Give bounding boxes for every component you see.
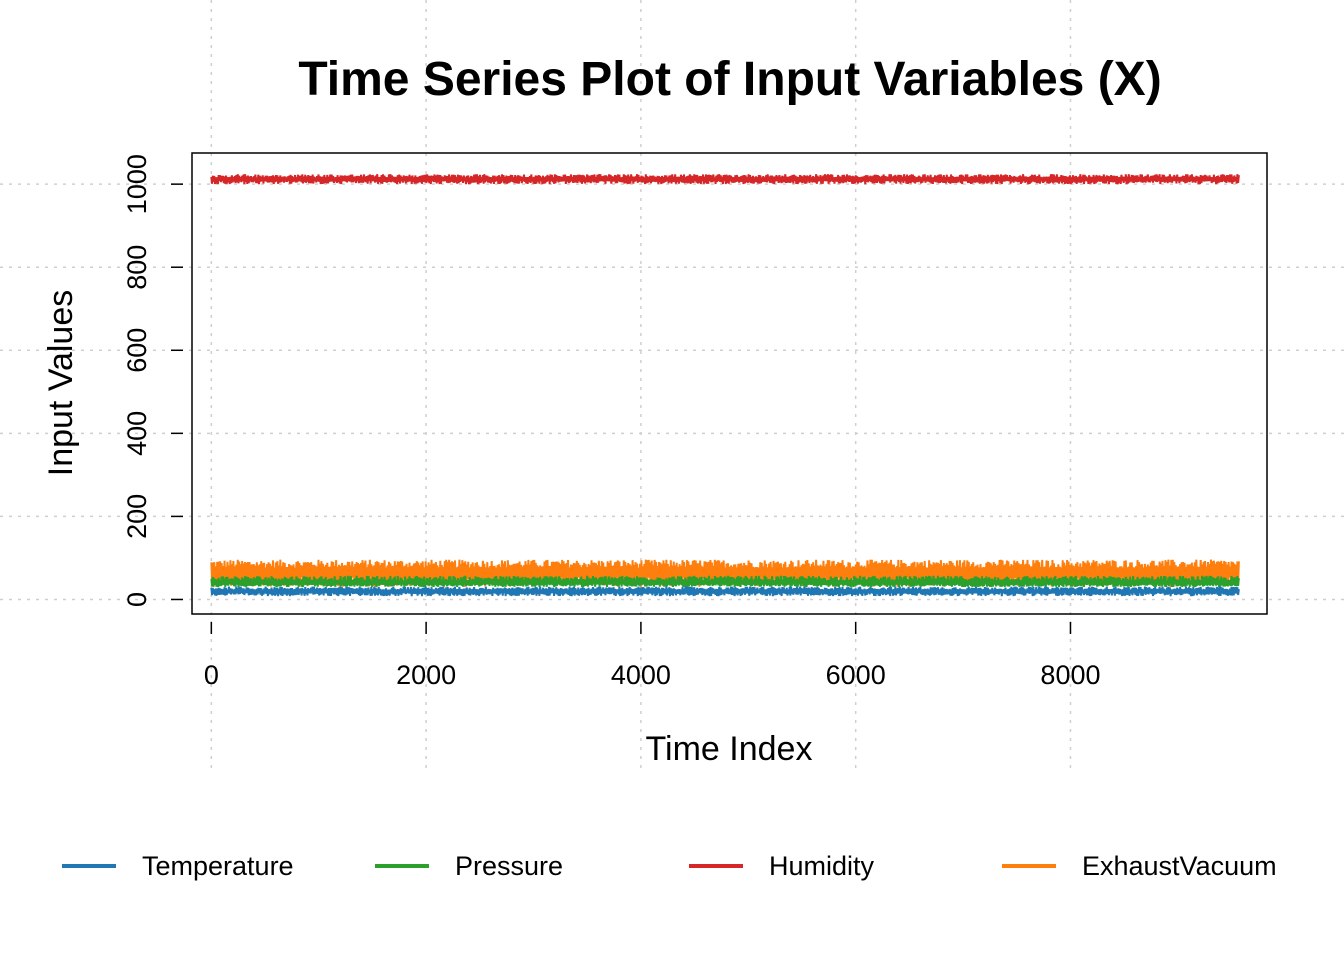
legend-swatch <box>62 864 116 868</box>
legend-label: Temperature <box>142 850 294 881</box>
legend: Temperature Pressure Humidity ExhaustVacuum <box>0 842 1344 890</box>
series-line-exhaustvacuum <box>210 559 1240 588</box>
chart-title: Time Series Plot of Input Variables (X) <box>298 53 1161 106</box>
legend-item-temperature: Temperature <box>62 842 294 890</box>
y-axis-label: Input Values <box>42 290 80 477</box>
x-tick-label: 4000 <box>611 660 671 690</box>
legend-label: Humidity <box>769 850 875 881</box>
y-axis: 0 200 400 600 800 1000 <box>122 154 183 607</box>
y-tick-label: 200 <box>122 494 152 539</box>
legend-swatch <box>689 864 743 868</box>
x-tick-label: 0 <box>204 660 219 690</box>
series-line-humidity <box>210 174 1240 185</box>
x-axis: 0 2000 4000 6000 8000 <box>204 622 1101 690</box>
legend-swatch <box>375 864 429 868</box>
x-axis-label: Time Index <box>646 730 813 768</box>
legend-item-pressure: Pressure <box>375 842 563 890</box>
legend-label: ExhaustVacuum <box>1082 850 1277 881</box>
series-line-pressure <box>210 575 1240 588</box>
y-tick-label: 1000 <box>122 154 152 214</box>
x-tick-label: 2000 <box>396 660 456 690</box>
series-line-temperature <box>210 586 1240 597</box>
legend-item-humidity: Humidity <box>689 842 874 890</box>
legend-label: Pressure <box>455 850 564 881</box>
series-layer <box>210 174 1240 597</box>
legend-item-exhaustvacuum: ExhaustVacuum <box>1002 842 1277 890</box>
legend-swatch <box>1002 864 1056 868</box>
y-tick-label: 600 <box>122 328 152 373</box>
plot-frame <box>191 152 1268 615</box>
y-tick-label: 400 <box>122 411 152 456</box>
y-tick-label: 0 <box>122 592 152 607</box>
grid-lines <box>0 0 1344 770</box>
y-tick-label: 800 <box>122 245 152 290</box>
x-tick-label: 6000 <box>826 660 886 690</box>
x-tick-label: 8000 <box>1040 660 1100 690</box>
